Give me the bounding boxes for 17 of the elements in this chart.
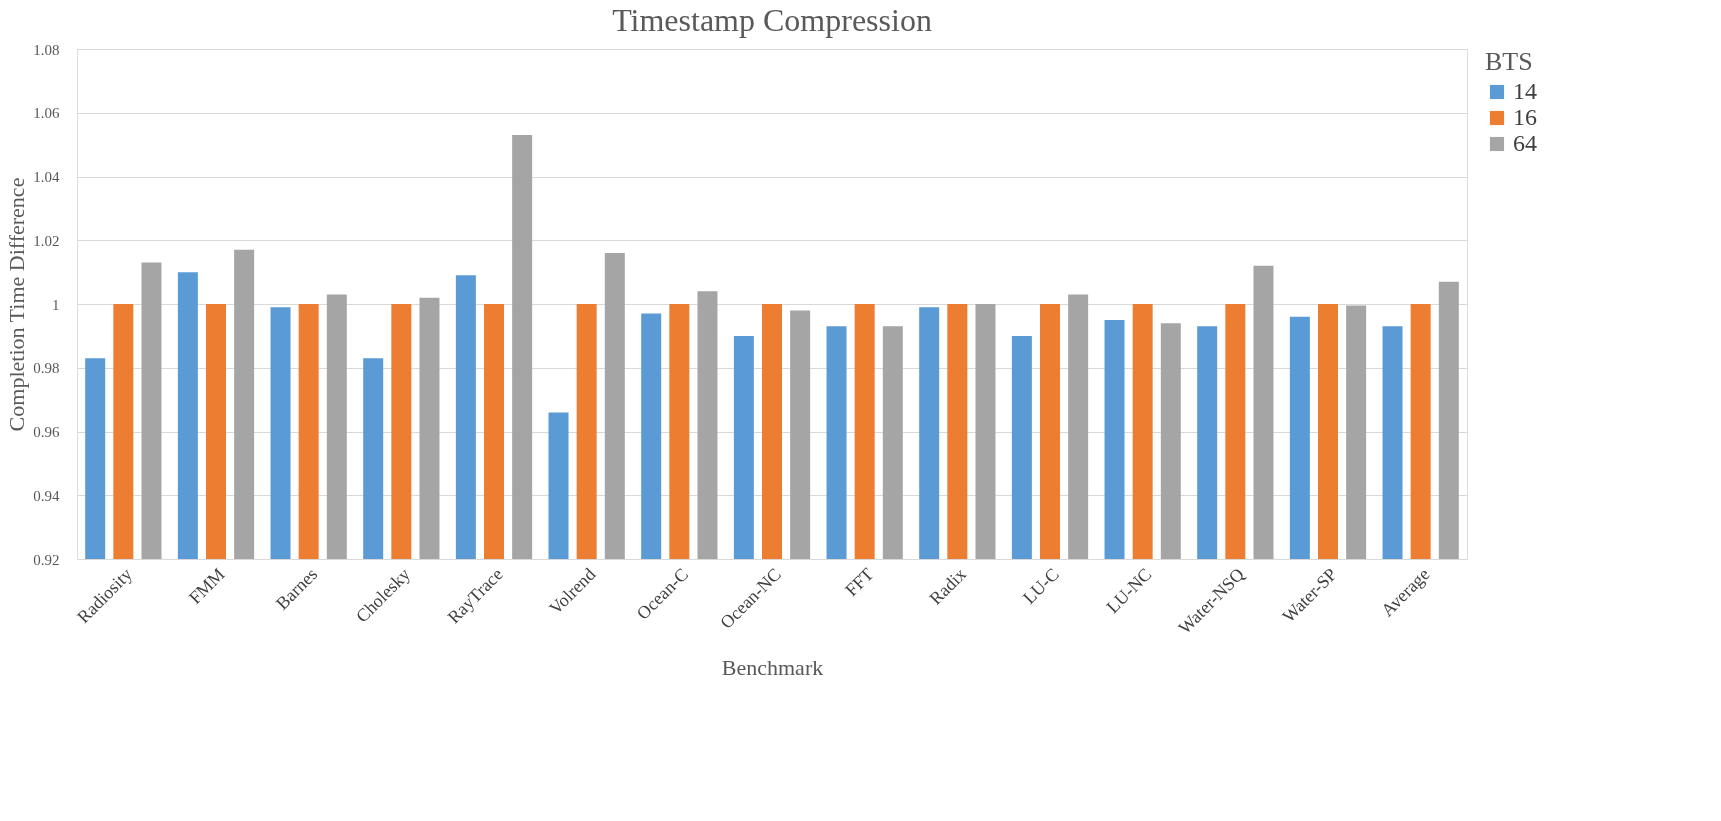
y-tick-label: 0.96 — [33, 424, 60, 440]
legend-title: BTS — [1485, 47, 1533, 76]
y-tick-label: 0.92 — [33, 551, 60, 568]
legend-label: 14 — [1513, 78, 1537, 104]
y-tick-label: 0.98 — [33, 360, 60, 377]
y-tick-label: 1.06 — [33, 105, 60, 122]
legend-label: 64 — [1513, 130, 1537, 156]
y-tick-label: 1.08 — [33, 41, 60, 58]
x-axis-title: Benchmark — [721, 654, 824, 680]
x-tick-label: FFT — [841, 564, 878, 601]
y-tick-label: 1.02 — [33, 232, 60, 249]
y-tick-label: 1 — [52, 296, 60, 313]
legend-label: 16 — [1513, 104, 1537, 130]
y-tick-label: 1.04 — [33, 169, 60, 185]
chart-title: Timestamp Compression — [612, 2, 932, 38]
y-tick-label: 0.94 — [33, 487, 60, 504]
y-axis-title: Completion Time Difference — [4, 177, 30, 432]
